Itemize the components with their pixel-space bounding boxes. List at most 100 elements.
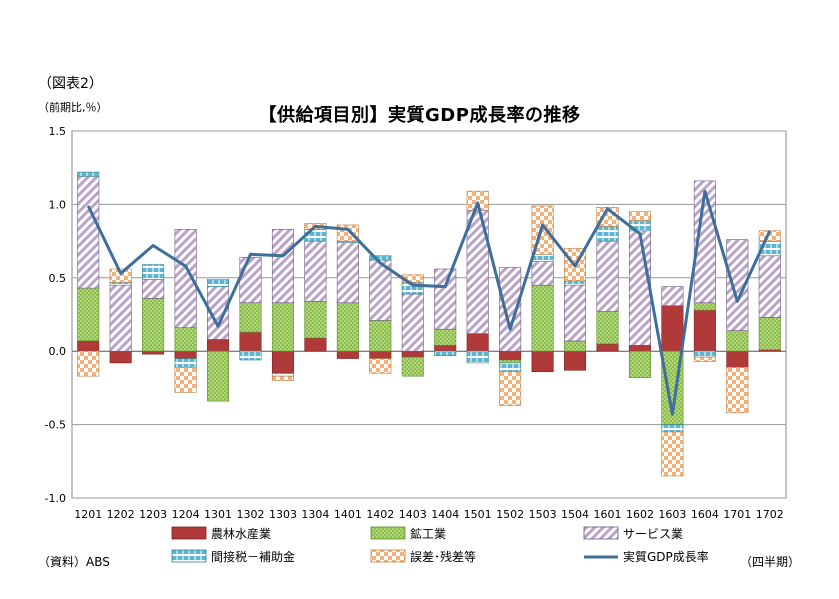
bar-agriculture	[109, 350, 132, 364]
bar-taxes	[596, 226, 619, 242]
bar-mining	[77, 287, 100, 342]
bar-agriculture	[466, 333, 489, 352]
bar-discrepancy	[369, 358, 392, 374]
bar-mining	[628, 350, 651, 378]
x-tick-label: 1201	[74, 508, 102, 521]
gdp-line-layer	[86, 189, 772, 416]
x-tick-label: 1602	[626, 508, 654, 521]
bar-agriculture	[174, 350, 197, 359]
y-tick-label: 1.0	[49, 198, 67, 211]
bar-agriculture	[434, 345, 457, 352]
bar-taxes	[271, 372, 294, 377]
bar-services	[109, 284, 132, 352]
bar-mining	[564, 340, 587, 352]
bar-discrepancy	[661, 431, 684, 477]
x-tick-label: 1302	[237, 508, 265, 521]
bar-discrepancy	[726, 367, 749, 414]
bar-taxes	[661, 424, 684, 433]
bar-mining	[142, 298, 165, 352]
bar-mining	[596, 311, 619, 345]
bar-mining	[369, 320, 392, 352]
bar-discrepancy	[499, 371, 522, 406]
bar-taxes	[77, 171, 100, 177]
bar-taxes	[693, 350, 716, 358]
bar-agriculture	[369, 350, 392, 359]
bar-discrepancy	[271, 375, 294, 381]
bar-agriculture	[239, 331, 262, 352]
y-tick-label: 0.5	[49, 272, 67, 285]
bar-services	[336, 242, 359, 304]
gdp-line	[86, 189, 772, 416]
legend-swatch-taxes	[171, 549, 207, 563]
bar-taxes	[369, 255, 392, 261]
bar-agriculture	[661, 305, 684, 352]
bar-services	[531, 261, 554, 286]
bar-mining	[336, 302, 359, 352]
y-tick-label: 0.0	[49, 345, 67, 358]
bar-taxes	[499, 362, 522, 373]
x-tick-label: 1301	[204, 508, 232, 521]
x-tick-label: 1403	[399, 508, 427, 521]
bar-agriculture	[207, 339, 230, 352]
bar-mining	[271, 302, 294, 352]
legend-swatch-mining	[370, 526, 406, 540]
bar-services	[596, 240, 619, 312]
bar-services	[304, 240, 327, 302]
y-axis: 1.5 1.0 0.5 0.0 -0.5 -1.0	[45, 125, 66, 505]
bar-mining	[758, 317, 781, 351]
bar-services	[661, 286, 684, 306]
legend-label: 農林水産業	[211, 526, 271, 541]
chart-title: 【供給項目別】実質GDP成長率の推移	[258, 105, 581, 126]
bar-agriculture	[142, 350, 165, 355]
bar-services	[499, 267, 522, 352]
legend-swatch-discrepancy	[370, 549, 406, 563]
bar-agriculture	[271, 350, 294, 374]
bar-discrepancy	[109, 268, 132, 283]
bar-mining	[174, 327, 197, 352]
bar-services	[564, 284, 587, 342]
legend-swatch-services	[583, 526, 619, 540]
x-tick-label: 1504	[561, 508, 589, 521]
bar-agriculture	[564, 350, 587, 371]
legend-label: 誤差･残差等	[410, 549, 476, 564]
bar-taxes	[434, 350, 457, 356]
bar-agriculture	[304, 337, 327, 352]
bar-agriculture	[401, 350, 424, 358]
bar-services	[401, 293, 424, 352]
bar-mining	[531, 284, 554, 352]
bar-services	[628, 230, 651, 346]
bar-services	[758, 255, 781, 318]
bar-agriculture	[726, 350, 749, 368]
bar-mining	[207, 350, 230, 402]
legend-label: 鉱工業	[410, 526, 446, 541]
x-tick-label: 1304	[301, 508, 329, 521]
bar-taxes	[466, 350, 489, 364]
y-tick-label: -0.5	[45, 419, 66, 432]
bar-services	[142, 278, 165, 299]
bar-discrepancy	[693, 356, 716, 362]
x-tick-label: 1502	[496, 508, 524, 521]
x-tick-label: 1401	[334, 508, 362, 521]
x-tick-label: 1702	[756, 508, 784, 521]
bar-agriculture	[336, 350, 359, 359]
legend-swatch-agriculture	[171, 526, 207, 540]
period-label: （四半期）	[740, 555, 801, 569]
bar-mining	[304, 300, 327, 339]
bar-services	[174, 229, 197, 329]
bar-mining	[693, 302, 716, 311]
bar-services	[271, 229, 294, 304]
legend-label: 実質GDP成長率	[623, 549, 709, 564]
x-tick-label: 1402	[366, 508, 394, 521]
bar-discrepancy	[628, 211, 651, 221]
x-tick-label: 1303	[269, 508, 297, 521]
bar-taxes	[207, 278, 230, 287]
y-tick-label: 1.5	[49, 125, 67, 138]
x-tick-label: 1203	[139, 508, 167, 521]
x-tick-label: 1404	[431, 508, 459, 521]
bar-mining	[499, 359, 522, 364]
x-tick-label: 1503	[529, 508, 557, 521]
x-tick-label: 1501	[464, 508, 492, 521]
bar-agriculture	[77, 340, 100, 352]
